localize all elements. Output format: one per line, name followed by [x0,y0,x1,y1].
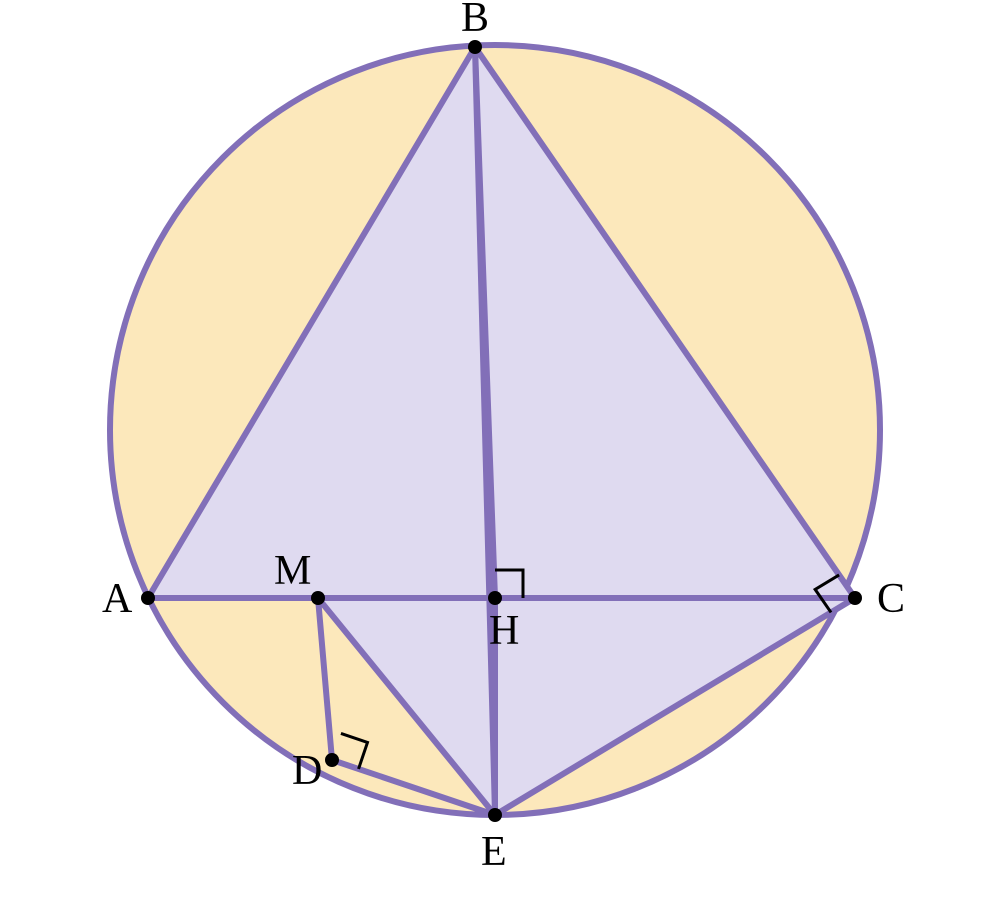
geometry-diagram: A B C M H D E [0,0,1000,900]
point-e [488,808,502,822]
point-b [468,40,482,54]
point-d [325,753,339,767]
point-c [848,591,862,605]
label-a: A [102,576,133,622]
point-m [311,591,325,605]
point-a [141,591,155,605]
label-e: E [481,829,507,875]
label-c: C [877,576,905,622]
label-d: D [292,748,322,794]
label-b: B [461,0,489,41]
label-h: H [489,608,519,654]
point-h [488,591,502,605]
label-m: M [274,548,311,594]
